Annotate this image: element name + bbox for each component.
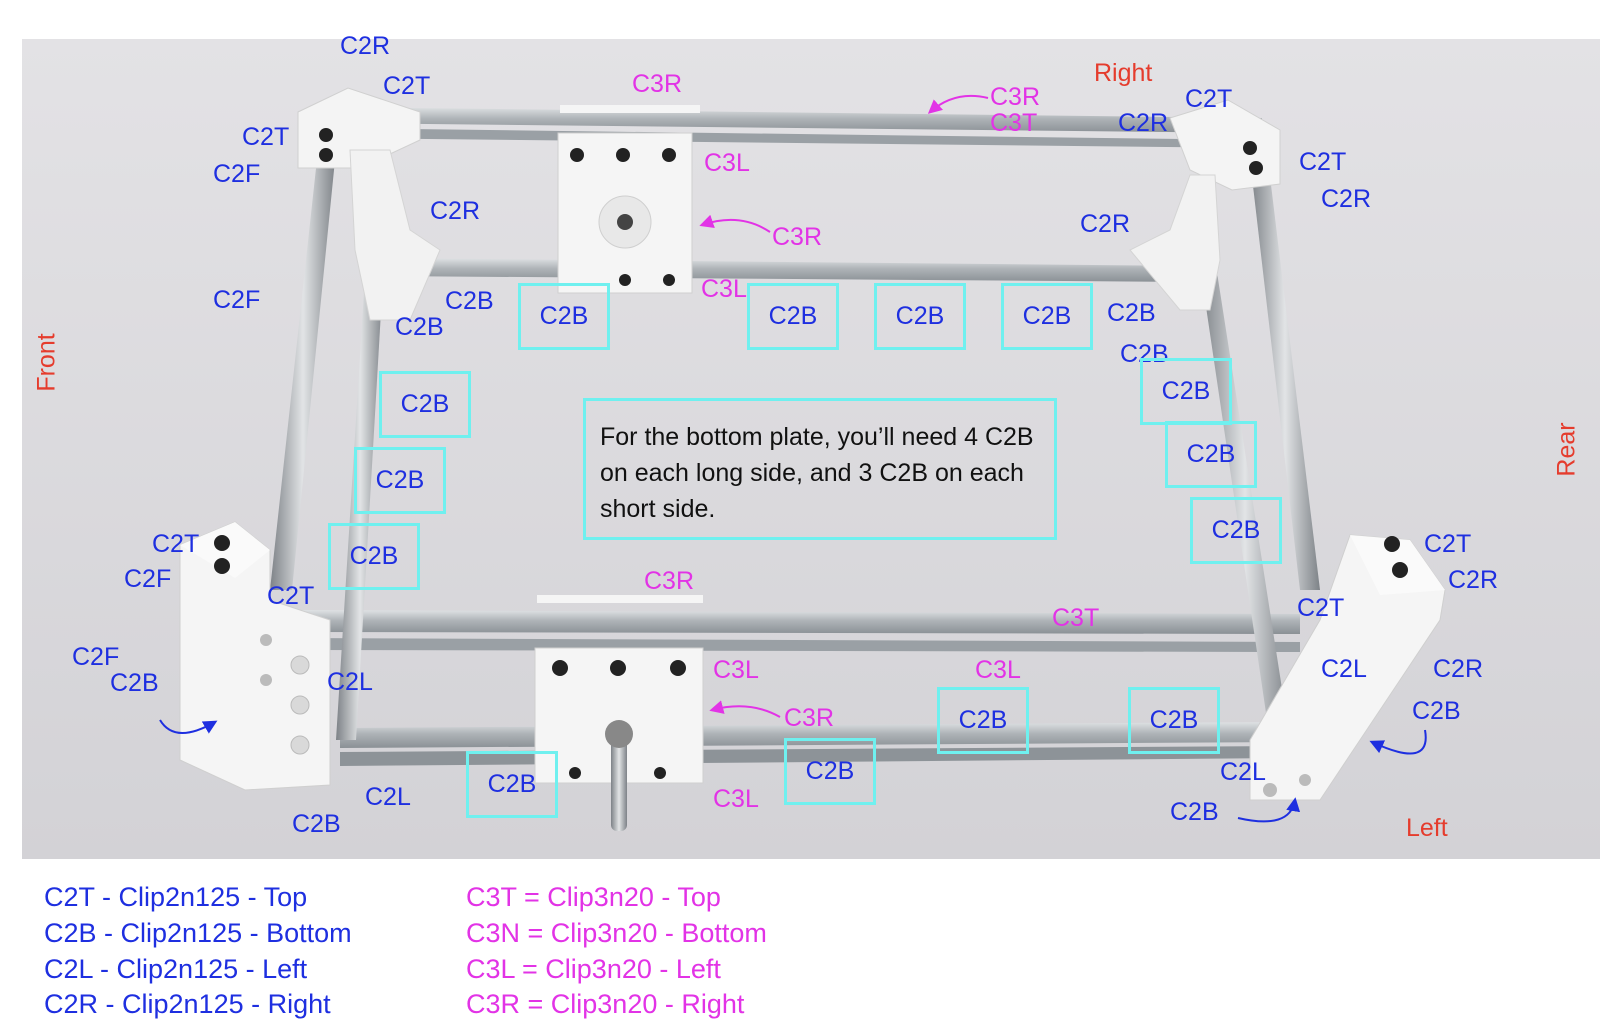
part-label-c2r: C2R xyxy=(1321,185,1372,213)
part-label-c2f: C2F xyxy=(124,565,172,593)
part-label-c2t: C2T xyxy=(1424,530,1472,558)
part-label-c2l: C2L xyxy=(327,668,373,696)
arrow-c2b-front-left xyxy=(159,719,218,734)
boxed-label-c2b: C2B xyxy=(747,283,839,350)
part-label-c3r: C3R xyxy=(772,223,823,251)
part-label-c2t: C2T xyxy=(1185,85,1233,113)
boxed-label-c2b: C2B xyxy=(1001,283,1093,350)
part-label-c2b: C2B xyxy=(445,287,494,315)
part-label-c2t: C2T xyxy=(1299,148,1347,176)
part-label-c2f: C2F xyxy=(72,643,120,671)
rail-left-top xyxy=(270,150,336,590)
part-label-c2f: C2F xyxy=(213,160,261,188)
boxed-label-c2b: C2B xyxy=(874,283,966,350)
arrow-c2b-front-right xyxy=(1369,729,1427,755)
bracket-back-left-lower xyxy=(349,149,441,321)
part-label-c3r: C3R xyxy=(632,70,683,98)
part-label-c3r: C3R xyxy=(784,704,835,732)
part-label-c2r: C2R xyxy=(1080,210,1131,238)
part-label-c2r: C2R xyxy=(430,197,481,225)
part-label-c2f: C2F xyxy=(213,286,261,314)
part-label-c3r: C3R xyxy=(990,83,1041,111)
part-label-right: Right xyxy=(1094,59,1153,87)
part-label-c3l: C3L xyxy=(713,785,759,813)
legend-c2l: C2L - Clip2n125 - Left xyxy=(44,954,308,984)
arrow-c2b-bottom-right xyxy=(1237,797,1301,823)
rail-back-top xyxy=(330,107,1262,133)
arrow-c3r-front xyxy=(709,700,781,718)
rail-right-top xyxy=(1250,160,1320,590)
part-label-c2t: C2T xyxy=(1297,594,1345,622)
legend-c3n: C3N = Clip3n20 - Bottom xyxy=(466,918,767,948)
legend-c2r: C2R - Clip2n125 - Right xyxy=(44,989,331,1019)
part-label-c2b: C2B xyxy=(110,669,159,697)
boxed-label-c2b: C2B xyxy=(518,283,610,350)
part-label-c2b: C2B xyxy=(1120,340,1169,368)
part-label-c3l: C3L xyxy=(713,656,759,684)
part-label-c2r: C2R xyxy=(1118,109,1169,137)
part-label-c3l: C3L xyxy=(975,656,1021,684)
part-label-c2b: C2B xyxy=(395,313,444,341)
legend-c2t: C2T - Clip2n125 - Top xyxy=(44,882,308,912)
part-label-c2r: C2R xyxy=(1448,566,1499,594)
bracket-front-left xyxy=(179,521,331,791)
part-label-c3t: C3T xyxy=(1052,604,1100,632)
boxed-label-c2b: C2B xyxy=(1128,687,1220,754)
arrow-c3r-back xyxy=(699,214,771,233)
rail-right-bottom xyxy=(1200,266,1290,740)
part-label-left: Left xyxy=(1406,814,1448,842)
part-label-c2t: C2T xyxy=(242,123,290,151)
boxed-label-c2b: C2B xyxy=(466,751,558,818)
part-label-c2l: C2L xyxy=(1220,758,1266,786)
shaft xyxy=(611,725,627,831)
part-label-c2b: C2B xyxy=(292,810,341,838)
rail-left-bottom xyxy=(336,260,384,740)
part-label-c2r: C2R xyxy=(340,32,391,60)
part-label-c2b: C2B xyxy=(1412,697,1461,725)
rail-front-top xyxy=(300,610,1300,634)
part-label-c2r: C2R xyxy=(1433,655,1484,683)
legend-c3r: C3R = Clip3n20 - Right xyxy=(466,989,745,1019)
boxed-label-c2b: C2B xyxy=(328,523,420,590)
part-label-c2t: C2T xyxy=(152,530,200,558)
bracket-back-left xyxy=(297,87,421,169)
part-label-c3t: C3T xyxy=(990,109,1038,137)
bottom-plate-note: For the bottom plate, you’ll need 4 C2B … xyxy=(583,398,1057,540)
boxed-label-c2b: C2B xyxy=(1165,421,1257,488)
boxed-label-c2b: C2B xyxy=(784,738,876,805)
legend-c3t: C3T = Clip3n20 - Top xyxy=(466,882,721,912)
legend-c2b: C2B - Clip2n125 - Bottom xyxy=(44,918,352,948)
part-label-c2l: C2L xyxy=(1321,655,1367,683)
part-label-c2l: C2L xyxy=(365,783,411,811)
boxed-label-c2b: C2B xyxy=(354,447,446,514)
part-label-c2t: C2T xyxy=(267,582,315,610)
legend-c3l: C3L = Clip3n20 - Left xyxy=(466,954,721,984)
part-label-c3r: C3R xyxy=(644,567,695,595)
orientation-front-label: Front xyxy=(32,333,61,392)
part-label-c2b: C2B xyxy=(1170,798,1219,826)
bracket-back-right-lower xyxy=(1129,174,1221,311)
boxed-label-c2b: C2B xyxy=(1140,358,1232,425)
boxed-label-c2b: C2B xyxy=(937,687,1029,754)
arrow-c3r-back-right xyxy=(927,94,989,114)
part-label-c2b: C2B xyxy=(1107,299,1156,327)
part-label-c2t: C2T xyxy=(383,72,431,100)
part-label-c3l: C3L xyxy=(704,149,750,177)
boxed-label-c2b: C2B xyxy=(379,371,471,438)
part-label-c3l: C3L xyxy=(701,275,747,303)
boxed-label-c2b: C2B xyxy=(1190,497,1282,564)
orientation-rear-label: Rear xyxy=(1552,422,1581,477)
